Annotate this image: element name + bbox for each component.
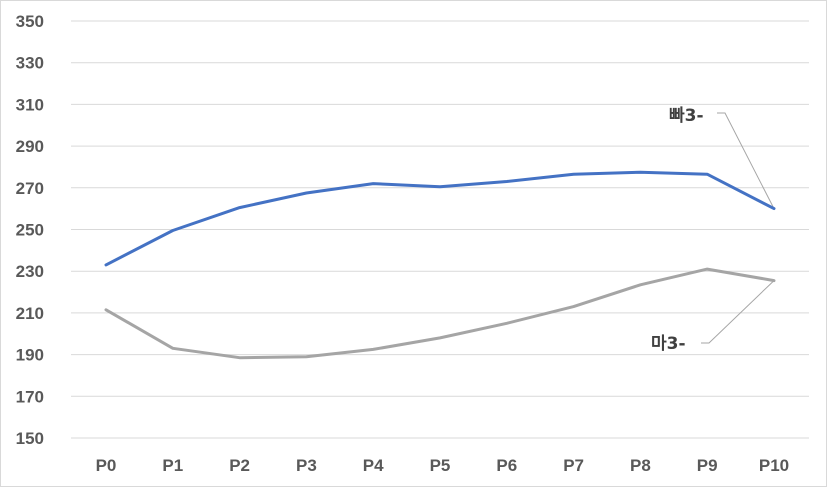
series-label: 빠3-: [669, 106, 704, 126]
x-tick-label: P7: [563, 456, 584, 475]
gridlines: [71, 20, 809, 439]
y-tick-label: 250: [16, 221, 44, 240]
y-tick-label: 230: [16, 262, 44, 281]
x-tick-label: P10: [759, 456, 789, 475]
y-tick-label: 170: [16, 387, 44, 406]
x-tick-label: P9: [697, 456, 718, 475]
x-tick-label: P4: [363, 456, 384, 475]
y-axis: 150 170 190 210 230 250 270 290 310 330 350: [16, 12, 44, 448]
y-tick-label: 210: [16, 304, 44, 323]
series-lines: [104, 170, 776, 360]
x-tick-label: P2: [229, 456, 250, 475]
y-tick-label: 310: [16, 95, 44, 114]
x-tick-label: P6: [496, 456, 517, 475]
callout-leader-lines: [701, 112, 775, 344]
x-axis: P0 P1 P2 P3 P4 P5 P6 P7 P8 P9 P10: [96, 456, 790, 475]
x-tick-label: P3: [296, 456, 317, 475]
x-tick-label: P0: [96, 456, 117, 475]
leader-line: [717, 112, 775, 209]
y-tick-label: 150: [16, 429, 44, 448]
x-tick-label: P1: [162, 456, 183, 475]
x-tick-label: P8: [630, 456, 651, 475]
y-tick-label: 270: [16, 179, 44, 198]
y-tick-label: 290: [16, 137, 44, 156]
series-line-1: [104, 267, 776, 360]
series-callout-labels: 빠3- 마3-: [651, 106, 704, 354]
series-label: 마3-: [651, 334, 686, 354]
leader-line: [701, 280, 775, 344]
y-tick-label: 190: [16, 346, 44, 365]
series-line-0: [104, 170, 776, 267]
y-tick-label: 330: [16, 54, 44, 73]
y-tick-label: 350: [16, 12, 44, 31]
x-tick-label: P5: [430, 456, 451, 475]
